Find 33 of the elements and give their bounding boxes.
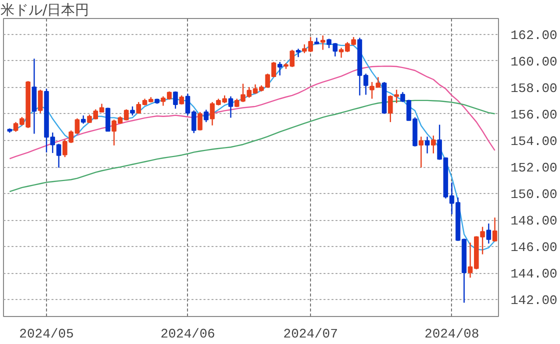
y-tick-label: 142.00	[510, 293, 558, 308]
x-tick-label: 2024/06	[160, 326, 216, 342]
x-tick-label: 2024/08	[424, 326, 480, 342]
y-tick-label: 144.00	[510, 266, 558, 282]
line-series	[9, 66, 496, 160]
y-tick-label: 146.00	[510, 240, 558, 256]
candlestick	[424, 136, 430, 154]
y-tick-label: 150.00	[510, 187, 558, 202]
candlestick	[320, 34, 326, 50]
candlestick	[486, 222, 492, 244]
y-tick-label: 156.00	[510, 107, 558, 122]
y-tick-label: 160.00	[510, 54, 558, 70]
y-tick-label: 162.00	[510, 28, 558, 43]
candlestick	[492, 216, 498, 242]
y-tick-label: 158.00	[510, 80, 558, 96]
candlestick	[228, 96, 234, 118]
candlestick	[106, 107, 110, 132]
chart-title: 米ドル/日本円	[0, 2, 90, 18]
y-tick-label: 152.00	[510, 160, 558, 176]
candlestick	[277, 61, 282, 76]
candlestick	[296, 48, 301, 58]
candlestick	[430, 135, 436, 154]
candlestick	[38, 89, 43, 114]
candlestick	[130, 106, 135, 116]
candlestick	[204, 109, 209, 123]
x-tick-label: 2024/07	[283, 326, 338, 342]
candlestick	[173, 90, 178, 110]
x-tick-label: 2024/05	[19, 326, 74, 342]
y-tick-label: 154.00	[510, 134, 558, 150]
candlestick	[179, 94, 184, 106]
y-tick-label: 148.00	[510, 214, 558, 229]
candlestick	[198, 111, 202, 132]
candlestick	[418, 136, 424, 168]
